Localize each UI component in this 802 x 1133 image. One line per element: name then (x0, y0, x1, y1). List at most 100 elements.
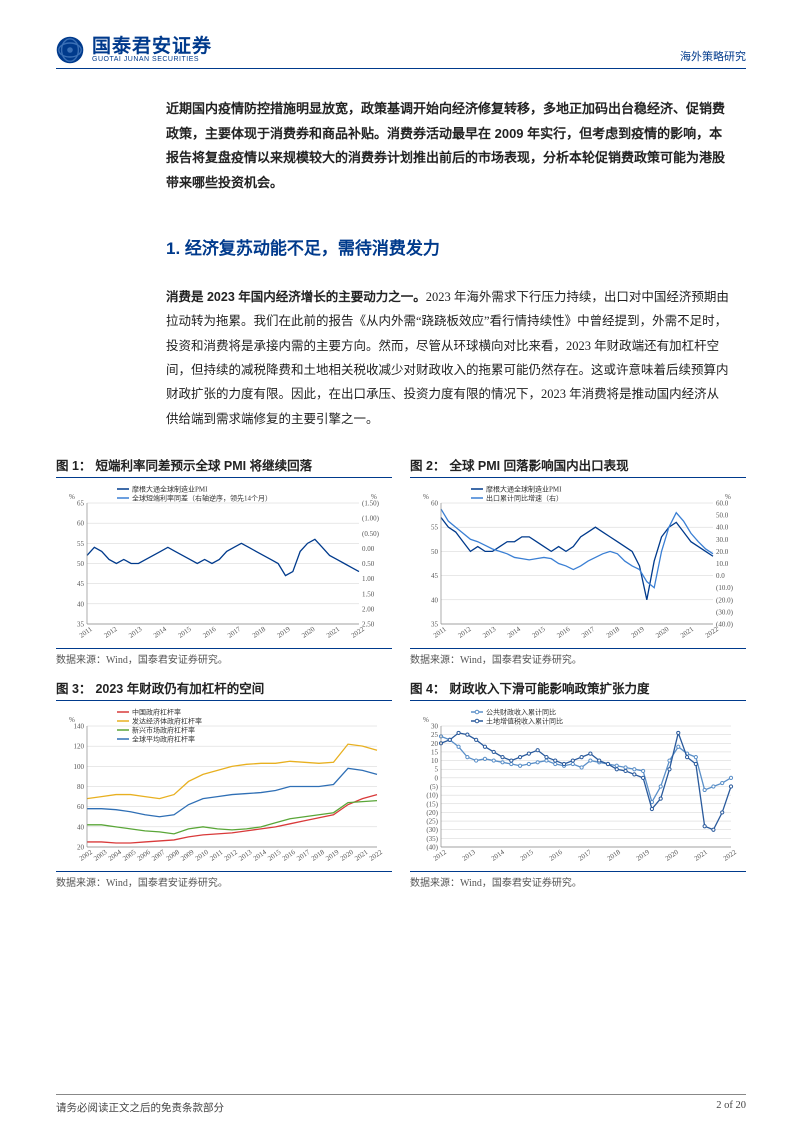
svg-text:0.50: 0.50 (362, 560, 375, 568)
svg-text:新兴市场政府杠杆率: 新兴市场政府杠杆率 (132, 726, 195, 735)
svg-text:140: 140 (74, 723, 85, 731)
svg-text:25: 25 (431, 731, 439, 739)
chart-1: 图 1：短端利率同差预示全球 PMI 将继续回落 摩根大通全球制造业PMI全球短… (56, 455, 392, 666)
svg-text:全球短端利率同差（右轴逆序，领先14个月）: 全球短端利率同差（右轴逆序，领先14个月） (132, 494, 272, 503)
chart-4-source: 数据来源：Wind，国泰君安证券研究。 (410, 871, 746, 889)
section-heading: 经济复苏动能不足，需待消费发力 (185, 239, 440, 258)
svg-text:(40): (40) (426, 844, 438, 852)
svg-text:%: % (423, 716, 429, 724)
chart-3-source: 数据来源：Wind，国泰君安证券研究。 (56, 871, 392, 889)
svg-text:(10.0): (10.0) (716, 584, 734, 592)
chart-1-source: 数据来源：Wind，国泰君安证券研究。 (56, 648, 392, 666)
svg-text:80: 80 (77, 783, 85, 791)
chart-3: 图 3：2023 年财政仍有加杠杆的空间 中国政府杠杆率发达经济体政府杠杆率新兴… (56, 678, 392, 889)
svg-text:40: 40 (431, 596, 439, 604)
svg-text:45: 45 (431, 572, 439, 580)
footer-disclaimer: 请务必阅读正文之后的免责条款部分 (56, 1100, 224, 1115)
svg-text:35: 35 (431, 621, 439, 629)
chart-1-title: 图 1：短端利率同差预示全球 PMI 将继续回落 (56, 455, 392, 478)
svg-text:60: 60 (77, 520, 85, 528)
svg-text:60: 60 (431, 500, 439, 508)
svg-text:土地增值税收入累计同比: 土地增值税收入累计同比 (486, 717, 563, 726)
svg-text:40: 40 (77, 600, 85, 608)
svg-text:(10): (10) (426, 792, 438, 800)
svg-text:1.00: 1.00 (362, 575, 375, 583)
svg-text:10.0: 10.0 (716, 560, 729, 568)
chart-2-source: 数据来源：Wind，国泰君安证券研究。 (410, 648, 746, 666)
lead-sentence: 消费是 2023 年国内经济增长的主要动力之一。 (166, 290, 426, 304)
logo-icon (56, 36, 84, 64)
svg-text:100: 100 (74, 763, 85, 771)
svg-text:10: 10 (431, 757, 439, 765)
svg-text:(15): (15) (426, 800, 438, 808)
report-category: 海外策略研究 (680, 48, 746, 64)
svg-text:%: % (423, 493, 429, 501)
svg-text:50: 50 (77, 560, 85, 568)
svg-text:30.0: 30.0 (716, 536, 729, 544)
svg-text:65: 65 (77, 500, 85, 508)
svg-text:(30): (30) (426, 826, 438, 834)
chart-2-title: 图 2：全球 PMI 回落影响国内出口表现 (410, 455, 746, 478)
body-paragraph-1: 消费是 2023 年国内经济增长的主要动力之一。2023 年海外需求下行压力持续… (166, 285, 730, 431)
svg-text:(5): (5) (430, 783, 439, 791)
company-logo: 国泰君安证券 GUOTAI JUNAN SECURITIES (56, 36, 212, 64)
svg-text:%: % (371, 493, 377, 501)
svg-text:全球平均政府杠杆率: 全球平均政府杠杆率 (132, 735, 195, 744)
section-number: 1. (166, 239, 180, 258)
chart-3-title: 图 3：2023 年财政仍有加杠杆的空间 (56, 678, 392, 701)
svg-text:30: 30 (431, 723, 439, 731)
page-header: 国泰君安证券 GUOTAI JUNAN SECURITIES 海外策略研究 (56, 36, 746, 69)
svg-text:公共财政收入累计同比: 公共财政收入累计同比 (486, 708, 556, 717)
body-rest: 2023 年海外需求下行压力持续，出口对中国经济预期由拉动转为拖累。我们在此前的… (166, 290, 729, 426)
chart-4-plot: 公共财政收入累计同比土地增值税收入累计同比 (40)(35)(30)(25)(20… (410, 704, 746, 869)
svg-text:2.50: 2.50 (362, 621, 375, 629)
svg-text:35: 35 (77, 621, 85, 629)
svg-text:20.0: 20.0 (716, 548, 729, 556)
svg-text:出口累计同比增速（右）: 出口累计同比增速（右） (486, 494, 563, 503)
svg-text:(30.0): (30.0) (716, 608, 734, 616)
svg-text:%: % (69, 716, 75, 724)
intro-paragraph: 近期国内疫情防控措施明显放宽，政策基调开始向经济修复转移，多地正加码出台稳经济、… (166, 97, 730, 196)
svg-text:50.0: 50.0 (716, 512, 729, 520)
svg-text:%: % (725, 493, 731, 501)
logo-text-cn: 国泰君安证券 (92, 37, 212, 56)
svg-text:60: 60 (77, 803, 85, 811)
svg-text:(1.00): (1.00) (362, 515, 380, 523)
svg-text:40.0: 40.0 (716, 524, 729, 532)
svg-text:(20.0): (20.0) (716, 596, 734, 604)
svg-text:1.50: 1.50 (362, 590, 375, 598)
chart-2: 图 2：全球 PMI 回落影响国内出口表现 摩根大通全球制造业PMI出口累计同比… (410, 455, 746, 666)
svg-text:5: 5 (435, 766, 439, 774)
svg-text:摩根大通全球制造业PMI: 摩根大通全球制造业PMI (486, 485, 562, 494)
section-1-title: 1. 经济复苏动能不足，需待消费发力 (166, 234, 746, 259)
svg-text:120: 120 (74, 743, 85, 751)
svg-text:(40.0): (40.0) (716, 621, 734, 629)
logo-text-en: GUOTAI JUNAN SECURITIES (92, 56, 212, 63)
svg-text:55: 55 (77, 540, 85, 548)
charts-grid: 图 1：短端利率同差预示全球 PMI 将继续回落 摩根大通全球制造业PMI全球短… (56, 455, 746, 889)
svg-text:(25): (25) (426, 818, 438, 826)
svg-text:中国政府杠杆率: 中国政府杠杆率 (132, 708, 181, 717)
svg-text:20: 20 (431, 740, 439, 748)
svg-text:20: 20 (77, 844, 85, 852)
svg-text:摩根大通全球制造业PMI: 摩根大通全球制造业PMI (132, 485, 208, 494)
svg-text:40: 40 (77, 823, 85, 831)
svg-text:0.00: 0.00 (362, 545, 375, 553)
chart-3-plot: 中国政府杠杆率发达经济体政府杠杆率新兴市场政府杠杆率全球平均政府杠杆率 20 40 6… (56, 704, 392, 869)
chart-4-title: 图 4：财政收入下滑可能影响政策扩张力度 (410, 678, 746, 701)
svg-text:50: 50 (431, 548, 439, 556)
svg-text:15: 15 (431, 748, 439, 756)
svg-text:%: % (69, 493, 75, 501)
svg-text:(20): (20) (426, 809, 438, 817)
svg-text:45: 45 (77, 580, 85, 588)
page-number: 2 of 20 (716, 1100, 746, 1115)
svg-text:55: 55 (431, 524, 439, 532)
page-footer: 请务必阅读正文之后的免责条款部分 2 of 20 (56, 1094, 746, 1115)
svg-text:发达经济体政府杠杆率: 发达经济体政府杠杆率 (132, 717, 202, 726)
chart-1-plot: 摩根大通全球制造业PMI全球短端利率同差（右轴逆序，领先14个月） 35 40 45 5… (56, 481, 392, 646)
svg-text:2.00: 2.00 (362, 605, 375, 613)
svg-text:(0.50): (0.50) (362, 530, 380, 538)
chart-4: 图 4：财政收入下滑可能影响政策扩张力度 公共财政收入累计同比土地增值税收入累计… (410, 678, 746, 889)
svg-text:(35): (35) (426, 835, 438, 843)
svg-text:0: 0 (435, 774, 439, 782)
